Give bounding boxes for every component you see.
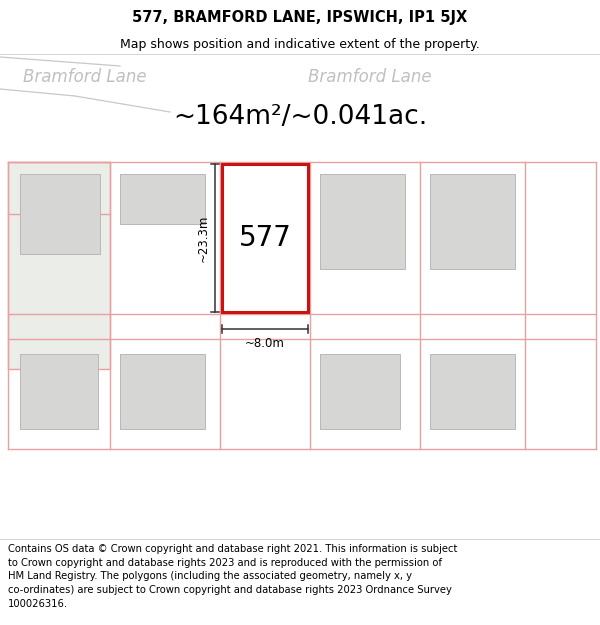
Bar <box>222 164 308 312</box>
Bar <box>430 354 515 429</box>
Bar <box>320 174 405 269</box>
Text: Map shows position and indicative extent of the property.: Map shows position and indicative extent… <box>120 38 480 51</box>
Text: ~8.0m: ~8.0m <box>245 337 285 350</box>
Polygon shape <box>8 162 110 369</box>
Bar <box>0 54 600 149</box>
Bar <box>120 174 205 224</box>
Text: Bramford Lane: Bramford Lane <box>23 68 147 86</box>
Text: 577, BRAMFORD LANE, IPSWICH, IP1 5JX: 577, BRAMFORD LANE, IPSWICH, IP1 5JX <box>133 10 467 25</box>
Bar <box>120 354 205 429</box>
Bar <box>320 354 400 429</box>
Text: Bramford Lane: Bramford Lane <box>308 68 432 86</box>
Text: Contains OS data © Crown copyright and database right 2021. This information is : Contains OS data © Crown copyright and d… <box>8 544 457 609</box>
Bar <box>20 354 98 429</box>
Bar <box>20 174 100 254</box>
Bar <box>430 174 515 269</box>
Text: 577: 577 <box>239 224 292 252</box>
Text: ~23.3m: ~23.3m <box>197 214 210 262</box>
Text: ~164m²/~0.041ac.: ~164m²/~0.041ac. <box>173 104 427 130</box>
